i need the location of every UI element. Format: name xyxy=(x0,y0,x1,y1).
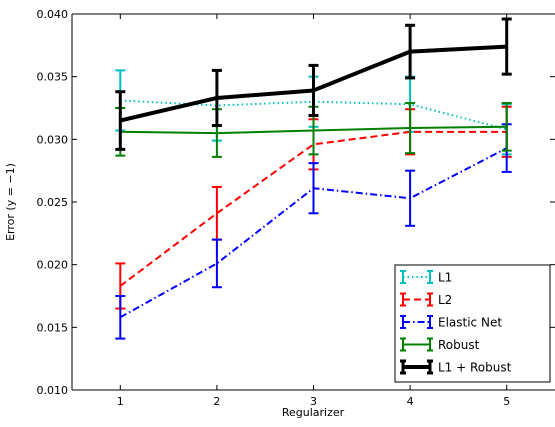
x-tick-label: 4 xyxy=(407,395,414,408)
legend-label: L1 xyxy=(438,271,452,285)
x-tick-label: 3 xyxy=(310,395,317,408)
y-axis-label: Error (y = −1) xyxy=(4,163,17,241)
legend-label: Robust xyxy=(438,338,480,352)
y-tick-label: 0.040 xyxy=(37,8,69,21)
legend-label: L2 xyxy=(438,293,452,307)
legend-item: L1 xyxy=(400,270,452,285)
x-tick-label: 2 xyxy=(213,395,220,408)
y-tick-label: 0.025 xyxy=(37,196,69,209)
legend: L1 L2 Elastic Net Robust L1 + Robust xyxy=(394,264,551,383)
y-tick-label: 0.020 xyxy=(37,259,69,272)
legend-box xyxy=(394,264,551,383)
y-tick-label: 0.015 xyxy=(37,321,69,334)
legend-item: Robust xyxy=(400,337,480,352)
series-line xyxy=(119,44,507,123)
series-line xyxy=(119,147,508,319)
x-axis-label: Regularizer xyxy=(282,406,345,419)
tick-layer: 1 2 3 4 5 0.010 0.015 0.020 0.025 0.030 0.035 0.040 xyxy=(37,8,555,408)
legend-item: L2 xyxy=(400,292,452,307)
series-layer xyxy=(115,17,512,340)
series-line xyxy=(120,125,507,135)
y-tick-label: 0.010 xyxy=(37,384,69,397)
legend-item: L1 + Robust xyxy=(400,359,512,375)
y-tick-label: 0.030 xyxy=(37,133,69,146)
series-l1-robust xyxy=(115,17,512,151)
y-tick-label: 0.035 xyxy=(37,71,69,84)
legend-label: L1 + Robust xyxy=(438,361,512,375)
x-tick-label: 5 xyxy=(503,395,510,408)
legend-item: Elastic Net xyxy=(400,315,502,330)
legend-label: Elastic Net xyxy=(438,316,502,330)
series-line xyxy=(119,130,507,287)
x-tick-label: 1 xyxy=(117,395,124,408)
